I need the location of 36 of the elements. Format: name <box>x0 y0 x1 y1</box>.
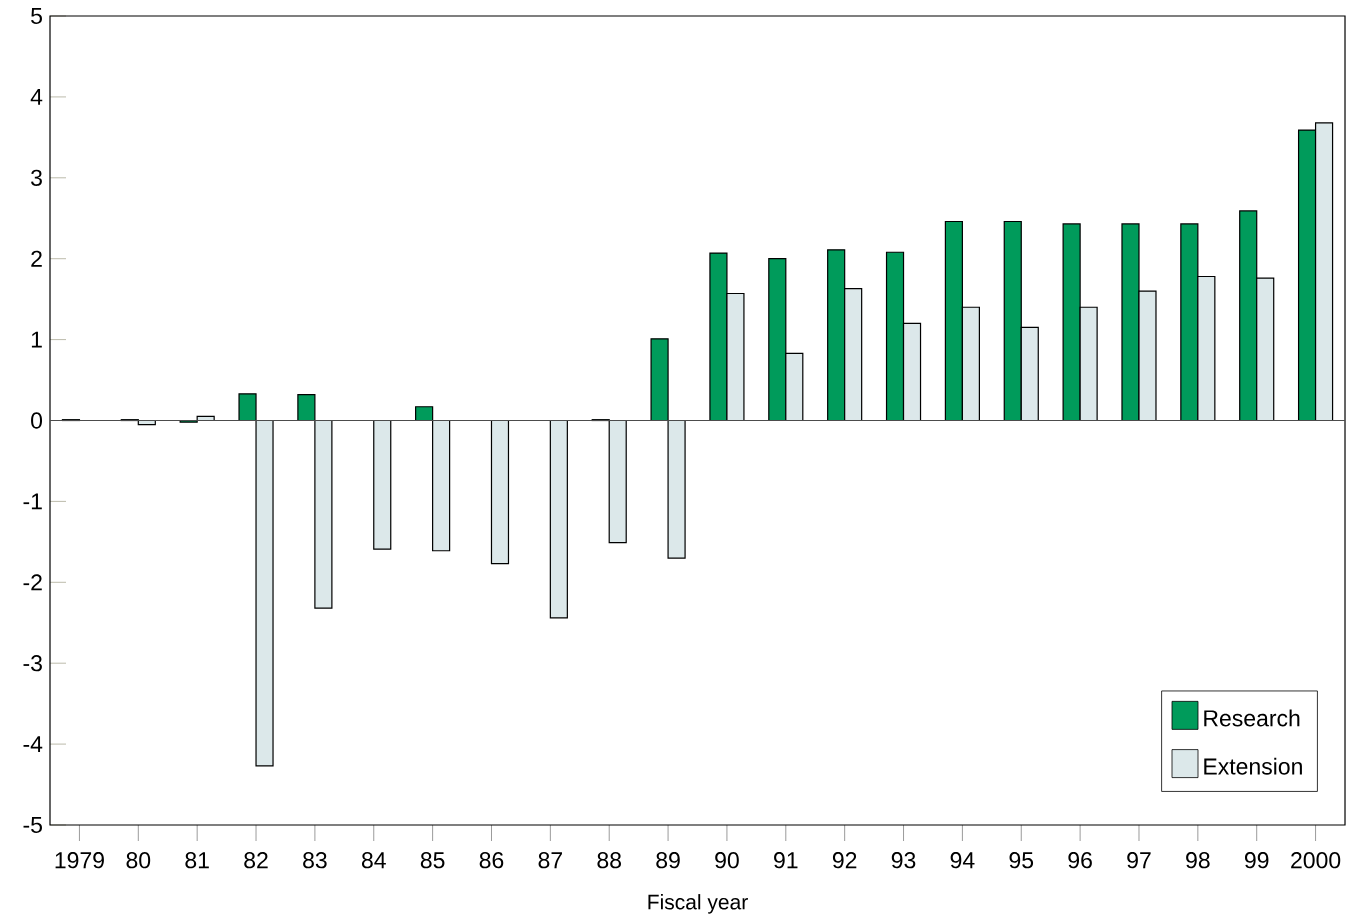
y-tick-label: -5 <box>23 816 42 834</box>
y-tick-label: 3 <box>31 169 42 186</box>
x-tick-label: 90 <box>715 852 739 869</box>
x-tick-label: 97 <box>1127 852 1151 869</box>
y-tick-label: -2 <box>23 574 42 591</box>
x-axis-title: Fiscal year <box>648 894 748 914</box>
x-tick-label: 99 <box>1244 852 1269 869</box>
x-tick-label: 93 <box>891 852 916 869</box>
y-tick-label: 1 <box>31 331 42 348</box>
x-tick-label: 98 <box>1186 852 1210 869</box>
y-tick-label: 4 <box>30 89 43 105</box>
x-tick-label: 96 <box>1068 852 1092 869</box>
legend-label: Extension <box>1204 757 1302 775</box>
x-tick-label: 2000 <box>1291 852 1341 869</box>
y-tick-label: 5 <box>31 8 42 25</box>
x-tick-label: 89 <box>656 852 680 869</box>
x-tick-label: 81 <box>185 852 209 869</box>
y-tick-label: -1 <box>23 493 42 510</box>
x-tick-label: 95 <box>1009 852 1034 869</box>
x-tick-label: 91 <box>774 852 798 869</box>
x-tick-label: 88 <box>597 852 621 869</box>
y-tick-label: 0 <box>31 412 43 429</box>
legend-label: Research <box>1204 709 1300 727</box>
x-tick-label: 83 <box>303 852 327 869</box>
x-tick-label: 94 <box>950 852 975 869</box>
x-tick-label: 82 <box>244 852 268 869</box>
x-tick-label: 86 <box>479 852 504 869</box>
x-tick-label: 84 <box>361 852 386 869</box>
x-tick-label: 1979 <box>55 852 104 869</box>
x-tick-label: 85 <box>420 852 445 869</box>
y-tick-label: 2 <box>31 250 42 267</box>
y-tick-label: -4 <box>23 736 43 753</box>
x-tick-label: 80 <box>126 852 151 869</box>
x-tick-label: 92 <box>832 852 857 869</box>
y-tick-label: -3 <box>23 655 42 672</box>
x-tick-label: 87 <box>538 852 562 869</box>
